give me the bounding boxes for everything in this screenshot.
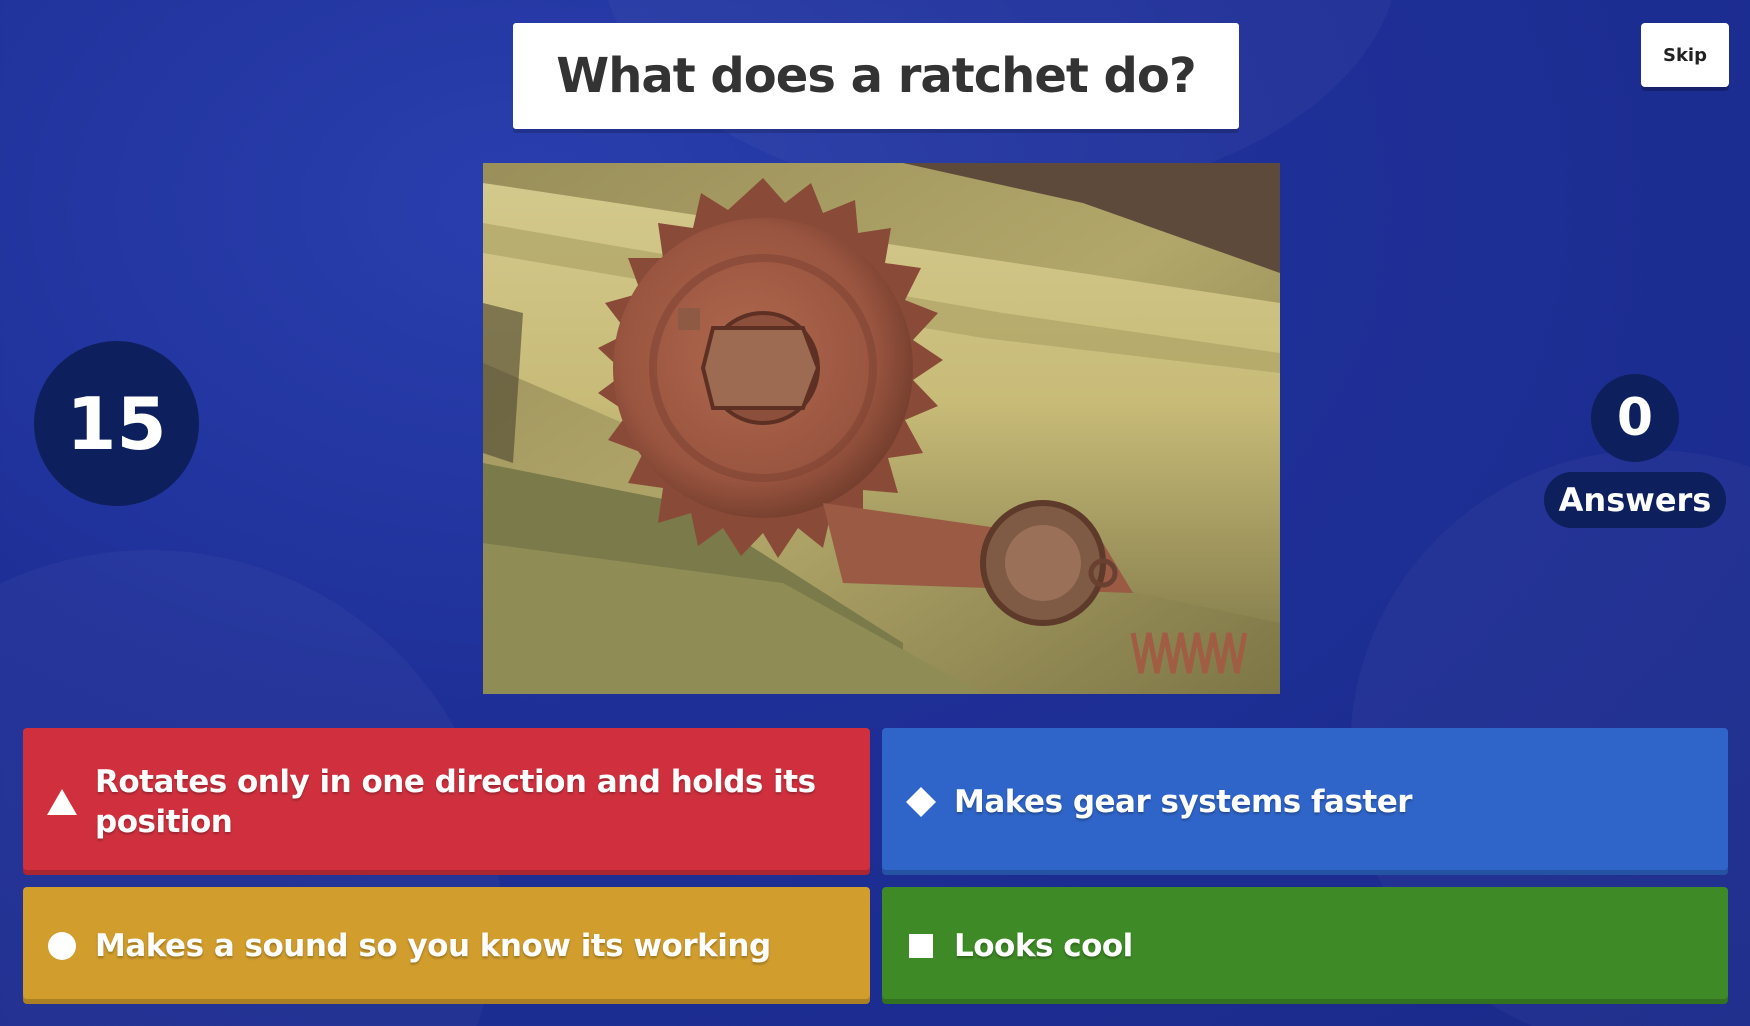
ratchet-photo bbox=[483, 163, 1280, 694]
answer-option-yellow[interactable]: Makes a sound so you know its working bbox=[23, 887, 870, 1004]
square-icon bbox=[906, 931, 936, 961]
answer-label: Looks cool bbox=[954, 927, 1133, 964]
answer-label: Rotates only in one direction and holds … bbox=[95, 763, 816, 840]
answers-count: 0 bbox=[1591, 374, 1679, 462]
countdown-timer: 15 bbox=[34, 341, 199, 506]
answer-label: Makes gear systems faster bbox=[954, 783, 1413, 820]
answer-label: Makes a sound so you know its working bbox=[95, 927, 771, 964]
answers-label: Answers bbox=[1544, 472, 1726, 528]
question-box: What does a ratchet do? bbox=[513, 23, 1239, 129]
circle-icon bbox=[47, 931, 77, 961]
answer-option-green[interactable]: Looks cool bbox=[882, 887, 1728, 1004]
diamond-icon bbox=[906, 786, 936, 817]
question-title: What does a ratchet do? bbox=[556, 48, 1196, 104]
triangle-icon bbox=[47, 787, 77, 817]
question-image bbox=[483, 163, 1280, 694]
skip-button[interactable]: Skip bbox=[1641, 23, 1729, 87]
answer-option-red[interactable]: Rotates only in one direction and holds … bbox=[23, 728, 870, 875]
answer-option-blue[interactable]: Makes gear systems faster bbox=[882, 728, 1728, 875]
